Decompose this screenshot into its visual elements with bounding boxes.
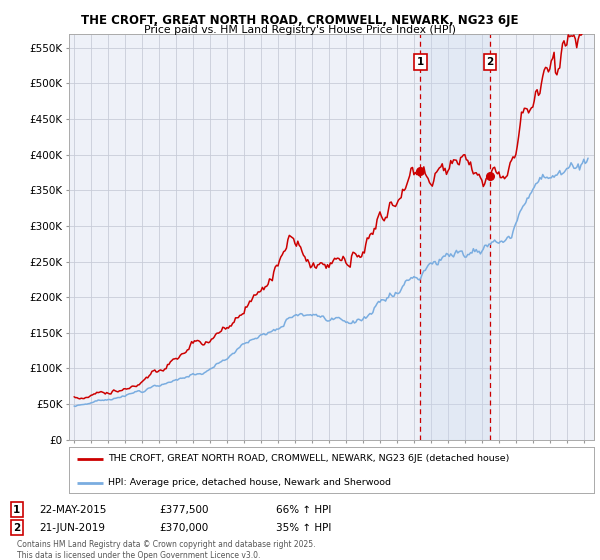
Text: Contains HM Land Registry data © Crown copyright and database right 2025.
This d: Contains HM Land Registry data © Crown c… — [17, 540, 316, 559]
Text: THE CROFT, GREAT NORTH ROAD, CROMWELL, NEWARK, NG23 6JE (detached house): THE CROFT, GREAT NORTH ROAD, CROMWELL, N… — [109, 454, 510, 463]
Text: THE CROFT, GREAT NORTH ROAD, CROMWELL, NEWARK, NG23 6JE: THE CROFT, GREAT NORTH ROAD, CROMWELL, N… — [81, 14, 519, 27]
Text: 21-JUN-2019: 21-JUN-2019 — [39, 522, 105, 533]
Text: £370,000: £370,000 — [159, 522, 208, 533]
Bar — [421, 34, 490, 440]
Text: 2: 2 — [486, 57, 493, 67]
Text: 2: 2 — [13, 522, 20, 533]
Text: HPI: Average price, detached house, Newark and Sherwood: HPI: Average price, detached house, Newa… — [109, 478, 391, 487]
Text: 1: 1 — [417, 57, 424, 67]
Text: 22-MAY-2015: 22-MAY-2015 — [39, 505, 106, 515]
Text: £377,500: £377,500 — [159, 505, 209, 515]
Text: 35% ↑ HPI: 35% ↑ HPI — [276, 522, 331, 533]
Text: Price paid vs. HM Land Registry's House Price Index (HPI): Price paid vs. HM Land Registry's House … — [144, 25, 456, 35]
Text: 66% ↑ HPI: 66% ↑ HPI — [276, 505, 331, 515]
Text: 1: 1 — [13, 505, 20, 515]
